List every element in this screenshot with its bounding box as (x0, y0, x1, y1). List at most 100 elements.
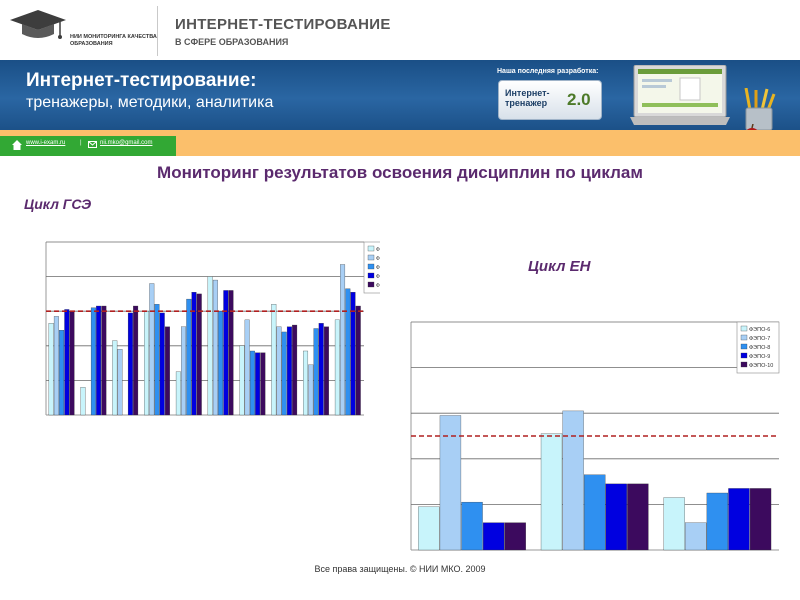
promo-name: Интернет-тренажер (505, 88, 550, 108)
bar (127, 312, 133, 416)
bar (286, 326, 292, 416)
bar (439, 415, 462, 551)
bar (144, 311, 150, 416)
legend-label: ФЭПО-9 (376, 274, 380, 280)
link-separator: | (80, 140, 82, 146)
banner-title: Интернет-тестирование: (26, 70, 257, 91)
bar (53, 316, 59, 416)
promo-trainer-button[interactable]: Интернет-тренажер 2.0 (498, 80, 602, 120)
legend-swatch (740, 361, 748, 368)
bar (181, 326, 187, 416)
bar (228, 290, 234, 416)
logo[interactable]: НИИ МОНИТОРИНГА КАЧЕСТВА ОБРАЗОВАНИЯ (8, 6, 158, 56)
bar (303, 350, 309, 416)
bar (323, 326, 329, 416)
bar (605, 483, 627, 551)
legend-label: ФЭПО-7 (749, 336, 770, 342)
top-header: НИИ МОНИТОРИНГА КАЧЕСТВА ОБРАЗОВАНИЯ ИНТ… (0, 0, 800, 60)
bar (196, 293, 202, 416)
bar (164, 326, 170, 416)
bar (191, 292, 197, 416)
legend-label: ФЭПО-10 (376, 283, 380, 289)
bar (244, 319, 250, 416)
bar (663, 497, 685, 551)
mail-icon[interactable] (88, 141, 97, 148)
email-link[interactable]: nii.mko@gmail.com (100, 140, 153, 146)
site-link[interactable]: www.i-exam.ru (26, 140, 66, 146)
laptop-illustration (630, 65, 730, 125)
bar (340, 264, 346, 416)
header-title: ИНТЕРНЕТ-ТЕСТИРОВАНИЕ (175, 16, 391, 33)
bar (260, 352, 266, 416)
bar (350, 292, 356, 416)
chart-cycle-gse: ФЭПО-6 ФЭПО-7 ФЭПО-8 ФЭПО-9 ФЭПО-10 (45, 241, 380, 416)
legend-label: ФЭПО-8 (376, 265, 380, 271)
legend-swatch (367, 263, 375, 270)
bar (345, 288, 351, 416)
legend-swatch (740, 334, 748, 341)
bar (334, 319, 340, 416)
legend: ФЭПО-6 ФЭПО-7 ФЭПО-8 ФЭПО-9 ФЭПО-10 (363, 241, 380, 294)
promo-version: 2.0 (567, 90, 591, 109)
legend-label: ФЭПО-7 (376, 256, 380, 262)
banner-subtitle: тренажеры, методики, аналитика (26, 94, 274, 111)
legend-label: ФЭПО-10 (749, 363, 773, 369)
page-title: Мониторинг результатов освоения дисципли… (157, 163, 643, 182)
bar (149, 283, 155, 416)
legend-label: ФЭПО-8 (749, 345, 770, 351)
logo-text: НИИ МОНИТОРИНГА КАЧЕСТВА ОБРАЗОВАНИЯ (70, 34, 157, 47)
bar (728, 488, 750, 551)
bar (418, 506, 440, 551)
bar (239, 345, 245, 416)
bar (271, 304, 277, 416)
legend-swatch (740, 352, 748, 359)
bar (627, 483, 649, 551)
cycle-gse-title: Цикл ГСЭ (24, 196, 92, 212)
bar (255, 352, 261, 416)
bar (461, 501, 483, 551)
bar (482, 522, 505, 551)
legend-swatch (367, 245, 375, 252)
bar (540, 433, 563, 551)
bar (175, 371, 181, 416)
header-subtitle: В СФЕРЕ ОБРАЗОВАНИЯ (175, 37, 289, 47)
legend-swatch (367, 254, 375, 261)
bar (90, 307, 96, 416)
cycle-en-title: Цикл ЕН (528, 258, 591, 275)
bar (749, 488, 772, 551)
bar (96, 305, 102, 416)
bar (685, 522, 707, 551)
bar (69, 311, 75, 416)
bar (59, 330, 65, 416)
bar (80, 387, 86, 416)
bar (292, 324, 298, 416)
bar (186, 298, 192, 416)
legend-swatch (740, 343, 748, 350)
bar (313, 328, 319, 416)
bar (64, 309, 70, 416)
bar (308, 364, 314, 416)
bar (318, 323, 324, 416)
bar (584, 474, 606, 551)
bar (223, 290, 229, 416)
legend-label: ФЭПО-9 (749, 354, 770, 360)
legend-label: ФЭПО-6 (376, 247, 380, 253)
bar (276, 326, 282, 416)
bar (562, 410, 584, 551)
bar (212, 279, 218, 416)
chart-cycle-en: ФЭПО-6 ФЭПО-7 ФЭПО-8 ФЭПО-9 ФЭПО-10 (410, 321, 780, 551)
promo-label: Наша последняя разработка: (497, 68, 599, 75)
bar (504, 522, 526, 551)
bar (133, 305, 139, 416)
legend: ФЭПО-6 ФЭПО-7 ФЭПО-8 ФЭПО-9 ФЭПО-10 (736, 321, 780, 374)
bar (355, 305, 361, 416)
bar (218, 311, 224, 416)
bar (48, 323, 54, 416)
home-icon[interactable] (12, 140, 22, 150)
bar (706, 492, 729, 551)
graduation-cap-icon (10, 10, 66, 39)
bar (154, 304, 160, 416)
legend-swatch (367, 272, 375, 279)
bar (207, 276, 213, 416)
bar (249, 350, 255, 416)
